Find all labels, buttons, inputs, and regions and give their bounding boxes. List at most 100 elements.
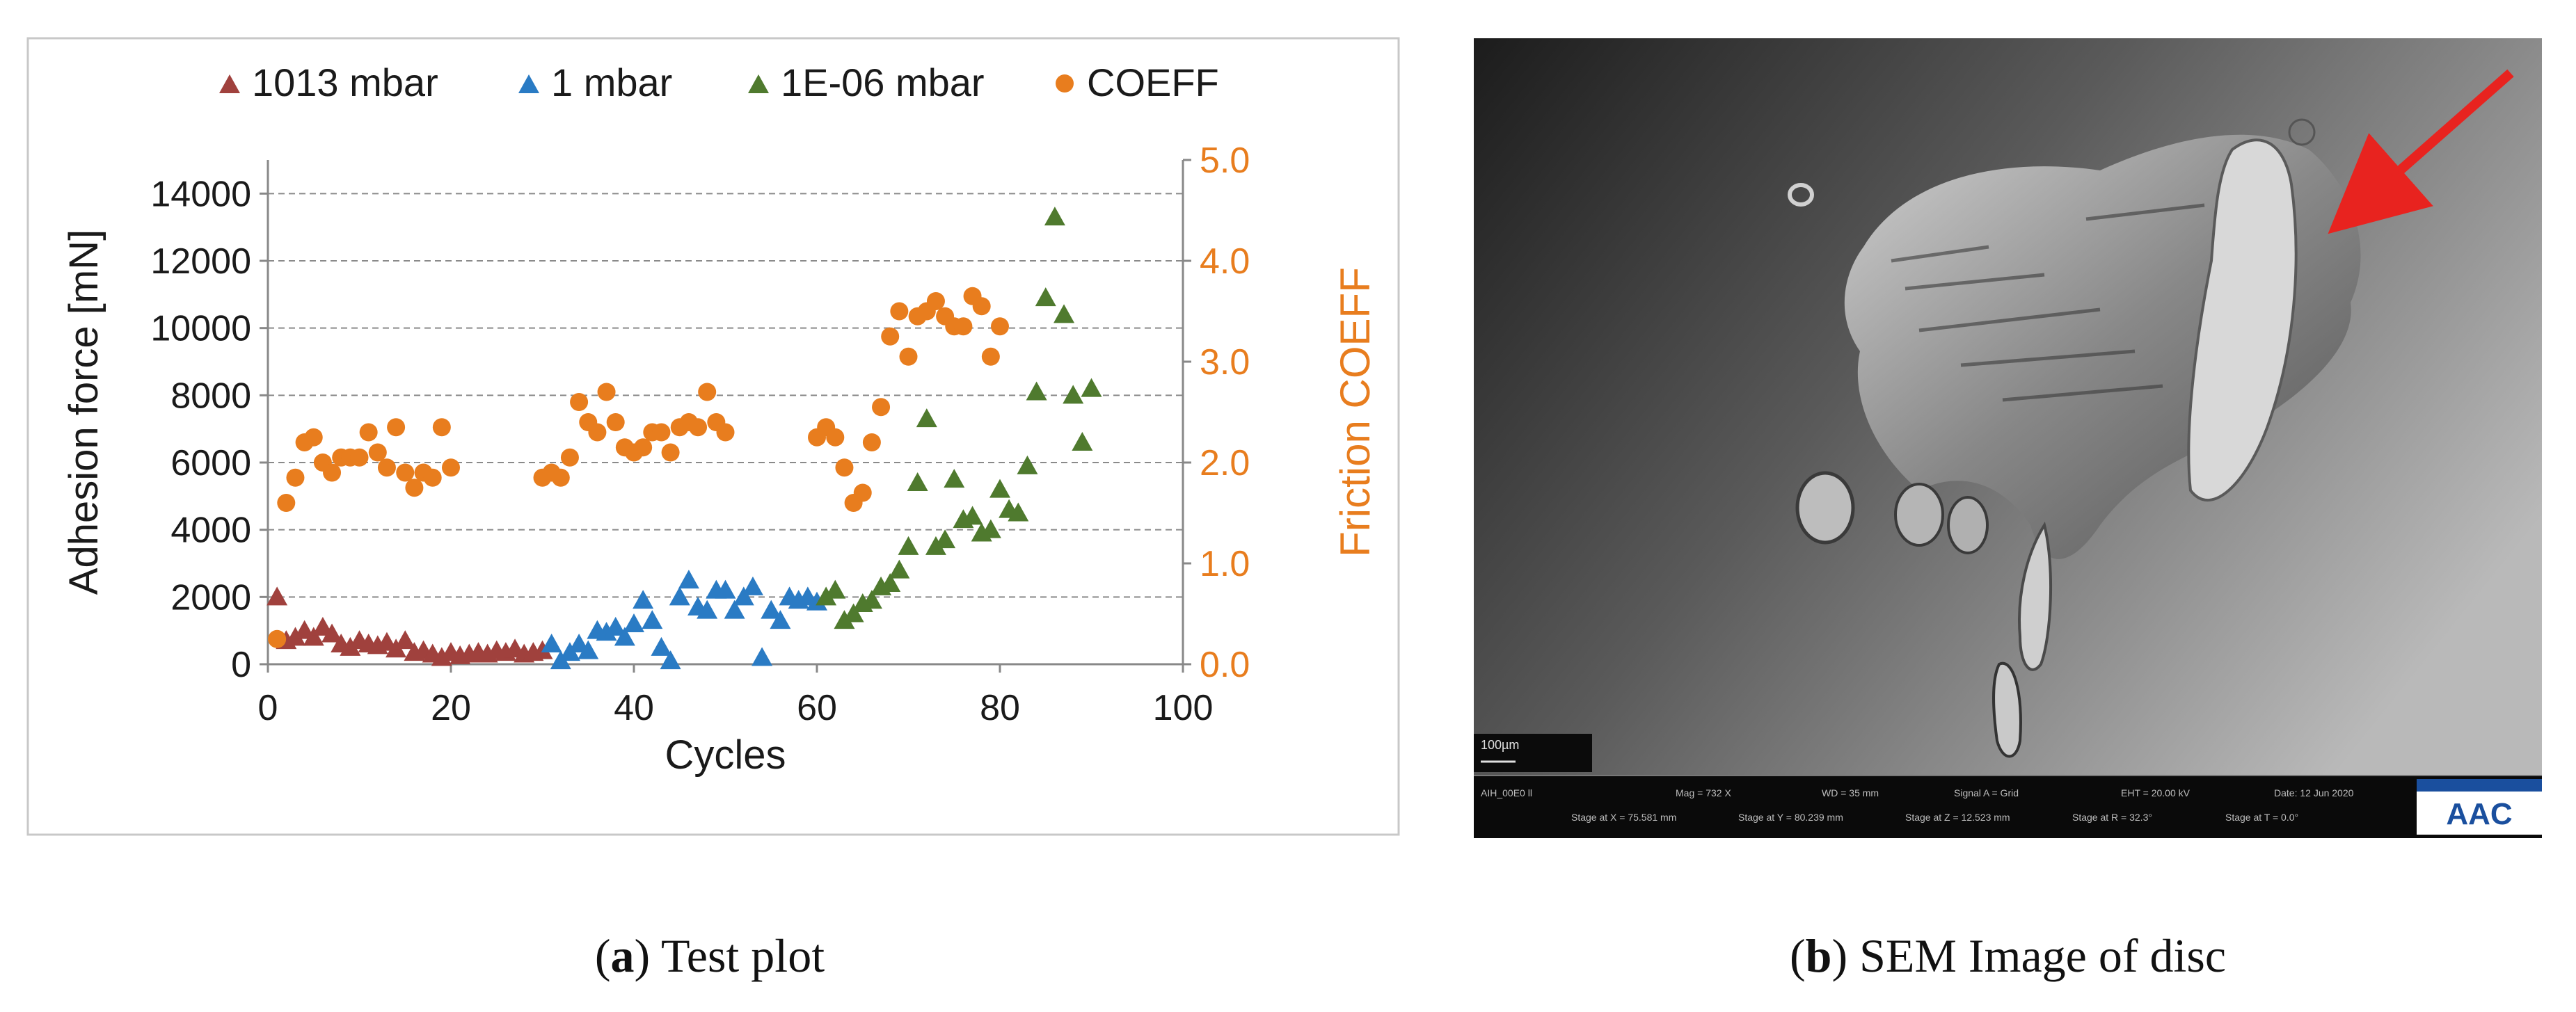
footer-label-4: EHT = 20.00 kV <box>2121 787 2191 798</box>
adhesion-point <box>861 590 882 609</box>
adhesion-point <box>806 591 827 611</box>
series-1e-06-mbar <box>816 207 1102 629</box>
y-axis-title: Adhesion force [mN] <box>61 230 106 595</box>
legend-marker <box>1056 74 1074 93</box>
adhesion-point <box>761 600 782 619</box>
wear-debris <box>1788 118 2361 758</box>
adhesion-point <box>642 610 663 629</box>
adhesion-point <box>715 579 736 599</box>
coeff-point <box>359 423 378 442</box>
coeff-point <box>396 463 415 482</box>
coeff-point <box>286 468 305 487</box>
y-tick-label: 14000 <box>150 174 251 214</box>
adhesion-point <box>935 529 956 549</box>
x-tick-label: 80 <box>980 688 1020 728</box>
y-tick-label: 2000 <box>170 577 251 618</box>
chart-frame <box>26 37 1400 836</box>
adhesion-point <box>614 627 635 646</box>
footer-label-7: Stage at Y = 80.239 mm <box>1738 812 1843 823</box>
series-coeff <box>268 287 1009 648</box>
adhesion-point <box>660 650 681 670</box>
adhesion-point <box>1081 378 1102 397</box>
coeff-point <box>387 418 406 437</box>
coeff-point <box>405 479 424 497</box>
caption-a-letter: a <box>610 929 635 982</box>
adhesion-point <box>898 536 919 555</box>
adhesion-point <box>816 586 837 606</box>
coeff-point <box>588 423 607 442</box>
adhesion-point <box>944 469 965 488</box>
adhesion-point <box>623 613 644 632</box>
coeff-point <box>853 483 872 502</box>
adhesion-point <box>733 586 754 606</box>
adhesion-point <box>1044 207 1065 226</box>
adhesion-point <box>1017 455 1038 474</box>
coeff-point <box>872 398 891 417</box>
adhesion-point <box>1063 385 1084 404</box>
adhesion-point <box>1072 432 1093 451</box>
coeff-point <box>899 347 918 366</box>
adhesion-point <box>916 408 937 428</box>
adhesion-point <box>770 610 791 629</box>
adhesion-point <box>267 586 288 606</box>
y-tick-label: 8000 <box>170 376 251 416</box>
coeff-point <box>954 317 973 336</box>
adhesion-point <box>678 570 699 589</box>
footer-label-5: Date: 12 Jun 2020 <box>2274 787 2354 798</box>
coeff-point <box>423 468 442 487</box>
legend-label: 1013 mbar <box>252 61 438 104</box>
coeff-point <box>689 418 708 437</box>
x-tick-label: 60 <box>797 688 837 728</box>
adhesion-point <box>989 479 1010 498</box>
footer-label-2: WD = 35 mm <box>1822 787 1879 798</box>
coeff-point <box>926 292 945 310</box>
coeff-point <box>862 433 881 451</box>
caption-b-letter: b <box>1805 929 1832 982</box>
adhesion-point <box>285 627 306 646</box>
coeff-point <box>304 428 323 447</box>
coeff-point <box>268 629 287 648</box>
legend-label: 1 mbar <box>551 61 672 104</box>
adhesion-point <box>880 573 901 592</box>
adhesion-point <box>1035 287 1056 307</box>
footer-label-10: Stage at T = 0.0° <box>2225 812 2298 823</box>
adhesion-point <box>431 647 452 666</box>
caption-a: (a) Test plot <box>594 929 825 982</box>
coeff-point <box>597 383 616 401</box>
adhesion-point <box>1026 381 1047 401</box>
caption-a-text: Test plot <box>650 929 825 982</box>
coeff-point <box>981 347 1000 366</box>
axes: 0 2000 4000 6000 8000 10000 12000 14000 0.0 1.0 2.… <box>61 140 1378 778</box>
coeff-point <box>991 317 1009 336</box>
coeff-point <box>323 463 342 482</box>
legend: 1013 mbar 1 mbar 1E-06 mbar COEFF <box>219 61 1219 104</box>
coeff-point <box>442 458 460 477</box>
legend-label: COEFF <box>1087 61 1219 104</box>
adhesion-point <box>980 519 1001 538</box>
adhesion-point <box>962 506 983 525</box>
coeff-point <box>570 393 589 411</box>
caption-b-text: SEM Image of disc <box>1847 929 2227 982</box>
adhesion-point <box>605 616 626 636</box>
coeff-point <box>972 297 991 316</box>
adhesion-point <box>925 536 946 555</box>
coeff-point <box>826 428 845 447</box>
scale-bar: 100µm <box>1474 734 1592 772</box>
adhesion-point <box>340 636 361 656</box>
series-1013-mbar <box>267 586 553 666</box>
adhesion-point <box>742 576 763 595</box>
adhesion-point <box>303 627 324 646</box>
sem-footer: AIH_00E0 ll Mag = 732 X WD = 35 mm Signa… <box>1474 775 2542 838</box>
adhesion-point <box>834 610 855 629</box>
y-tick-label: 12000 <box>150 241 251 282</box>
y2-tick-label: 2.0 <box>1200 443 1250 483</box>
coeff-point <box>377 458 396 477</box>
footer-label-1: Mag = 732 X <box>1676 787 1731 798</box>
adhesion-point <box>907 472 928 491</box>
footer-label-9: Stage at R = 32.3° <box>2072 812 2152 823</box>
y-tick-label: 10000 <box>150 309 251 349</box>
series-1-mbar <box>541 570 827 670</box>
coeff-point <box>606 413 625 431</box>
coeff-point <box>835 458 854 477</box>
coeff-point <box>698 383 717 401</box>
